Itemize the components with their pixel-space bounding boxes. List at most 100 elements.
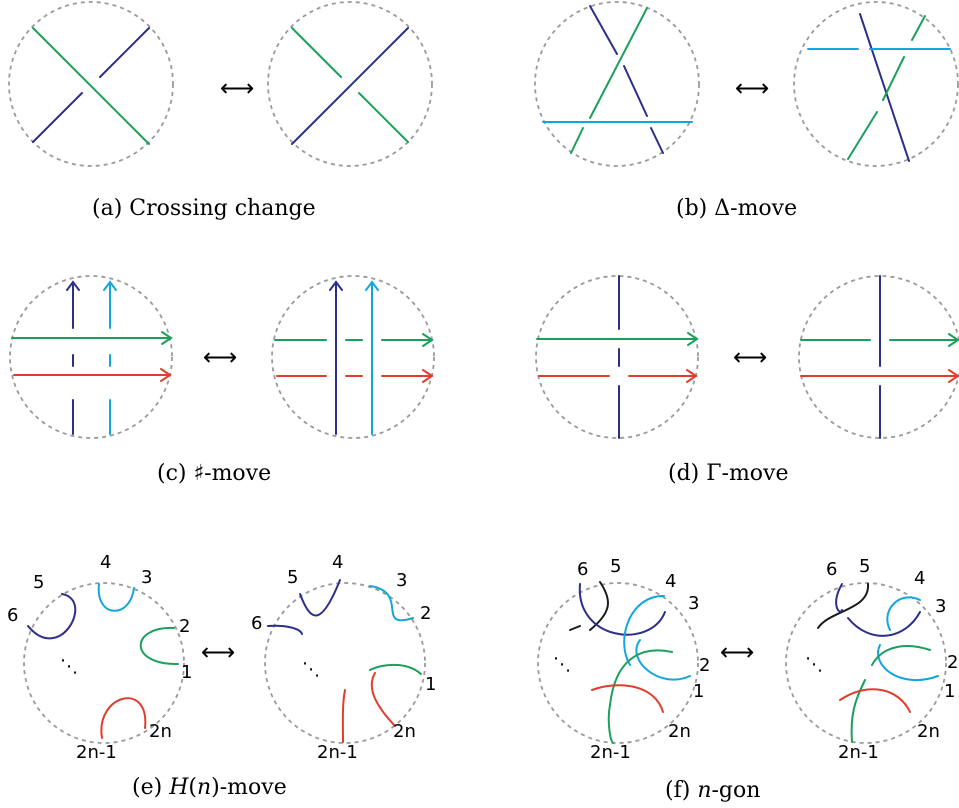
arc-cyan: [886, 596, 921, 631]
strand-dark: [589, 5, 618, 55]
disk-boundary: [8, 1, 174, 167]
arc-green: [369, 663, 422, 675]
panel-d: ⟷ (d) Γ-move: [535, 275, 959, 486]
disk-boundary: [9, 275, 173, 439]
arc-dark: [578, 583, 666, 636]
endpoint-label: 2n: [668, 721, 691, 742]
caption-c: (c) ♯-move: [157, 461, 271, 486]
strand-under-part: [358, 92, 409, 143]
disk-boundary: [267, 1, 433, 167]
caption-f: (f) n-gon: [665, 778, 760, 803]
caption-e: (e) H(n)-move: [132, 775, 287, 800]
endpoint-label: 5: [859, 556, 870, 577]
arc-dark: [299, 579, 341, 617]
arc-black: [589, 581, 609, 631]
endpoint-label: 3: [688, 593, 699, 614]
panel-a: ⟷ (a) Crossing change: [8, 1, 433, 221]
equivalence-arrow: ⟷: [733, 343, 767, 371]
disk-boundary: [793, 1, 959, 167]
endpoint-label: 2: [699, 655, 710, 676]
panel-c-left-disk: [9, 275, 173, 439]
endpoint-label: 2n-1: [76, 742, 117, 763]
panel-f-left-disk: ⋱ 1 2 3 4 5 6 2n-1 2n: [537, 556, 710, 763]
arc-green: [607, 649, 673, 744]
strand-green: [589, 7, 648, 119]
arc-dark: [835, 583, 843, 613]
endpoint-label: 5: [610, 556, 621, 577]
endpoint-label: 2n: [149, 721, 172, 742]
strand-dark: [623, 65, 648, 117]
strand-dark: [650, 127, 664, 154]
endpoint-label: 6: [7, 605, 18, 626]
endpoint-label: 6: [251, 613, 262, 634]
ellipsis-icon: ⋱: [302, 659, 320, 680]
strand-green: [882, 56, 905, 101]
endpoint-label: 6: [577, 559, 588, 580]
panel-b-left-disk: [534, 1, 700, 167]
endpoint-label: 2: [947, 652, 958, 673]
arrowhead-right-icon: [422, 369, 434, 383]
arrowhead-up-icon: [66, 280, 80, 291]
arc-red: [370, 672, 396, 727]
panel-b: ⟷ (b) Δ-move: [534, 1, 959, 221]
strand-green: [911, 15, 926, 41]
strand-under-part: [291, 27, 342, 78]
endpoint-label: 2: [179, 616, 190, 637]
strand-under-part: [99, 27, 150, 78]
caption-d: (d) Γ-move: [668, 461, 789, 486]
disk-boundary: [537, 582, 699, 744]
endpoint-label: 1: [944, 681, 955, 702]
arc-black: [817, 583, 870, 629]
endpoint-label: 3: [935, 596, 946, 617]
endpoint-label: 6: [826, 559, 837, 580]
strand-dark: [859, 13, 910, 162]
panel-c: ⟷ (c) ♯-move: [9, 275, 435, 486]
endpoint-label: 4: [332, 552, 343, 573]
arc-dark: [847, 611, 921, 637]
endpoint-label: 5: [33, 572, 44, 593]
endpoint-label: 1: [181, 662, 192, 683]
panel-d-left-disk: [535, 275, 699, 439]
panel-f: ⋱ 1 2 3 4 5 6 2n-1 2n ⟷ ⋱ 1 2 3 4 5: [537, 556, 958, 803]
arc-cyan: [369, 585, 414, 622]
equivalence-arrow: ⟷: [201, 638, 235, 666]
panel-c-right-disk: [271, 275, 435, 439]
disk-boundary: [535, 275, 699, 439]
arc-green: [850, 679, 866, 743]
caption-b: (b) Δ-move: [676, 196, 797, 221]
ellipsis-icon: ⋱: [553, 654, 571, 675]
endpoint-label: 2n-1: [838, 742, 879, 763]
strand-over: [291, 27, 409, 145]
endpoint-label: 1: [425, 674, 436, 695]
disk-boundary: [534, 1, 700, 167]
arrowhead-right-icon: [161, 331, 173, 345]
endpoint-label: 4: [914, 568, 925, 589]
panel-e-left-disk: ⋱ 1 2 3 4 5 6 2n-1 2n: [7, 552, 192, 763]
arc-red: [839, 688, 911, 713]
arrowhead-right-icon: [422, 333, 434, 347]
caption-a: (a) Crossing change: [92, 196, 316, 221]
arc-red: [341, 689, 346, 743]
endpoint-label: 1: [693, 681, 704, 702]
arrowhead-right-icon: [948, 333, 959, 347]
arc-red: [100, 697, 147, 739]
arc-red: [591, 684, 664, 713]
endpoint-label: 2: [420, 603, 431, 624]
arrowhead-right-icon: [686, 369, 698, 383]
equivalence-arrow: ⟷: [735, 74, 769, 102]
ellipsis-icon: ⋱: [805, 654, 823, 675]
panel-d-right-disk: [798, 275, 959, 439]
arc-cyan: [623, 594, 665, 666]
disk-boundary: [264, 582, 426, 744]
arrowhead-right-icon: [687, 332, 699, 346]
endpoint-label: 4: [100, 552, 111, 573]
arc-black: [569, 625, 581, 631]
arc-cyan: [877, 644, 939, 682]
arrowhead-right-icon: [948, 369, 959, 383]
endpoint-label: 2n: [917, 721, 940, 742]
arc-green: [871, 645, 931, 666]
arrowhead-right-icon: [160, 368, 172, 382]
endpoint-label: 4: [665, 571, 676, 592]
panel-e: ⋱ 1 2 3 4 5 6 2n-1 2n ⟷ ⋱ 1 2 3 4 5 6 2n…: [7, 552, 436, 800]
